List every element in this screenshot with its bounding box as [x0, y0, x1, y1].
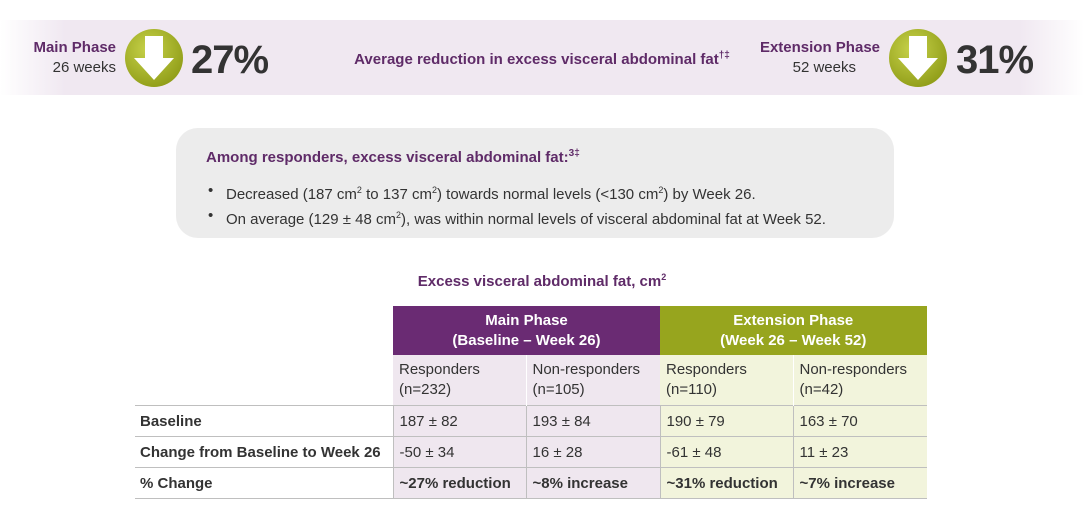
visceral-fat-table: Main Phase (Baseline – Week 26) Extensio… [135, 306, 927, 499]
column-header: Non-responders (n=105) [526, 355, 660, 406]
superscript: 2 [431, 185, 437, 195]
column-header-label: Responders [399, 361, 480, 378]
column-header: Responders (n=232) [393, 355, 527, 406]
table-cell: -61 ± 48 [659, 436, 793, 468]
column-header-n: (n=105) [532, 381, 585, 398]
column-header-label: Non-responders [532, 361, 641, 378]
table-corner [135, 355, 393, 406]
superscript: 2 [658, 185, 664, 195]
table-cell: ~8% increase [525, 467, 660, 499]
info-box-title-text: Among responders, excess visceral abdomi… [206, 149, 569, 166]
list-item: Decreased (187 cm2 to 137 cm2) towards n… [206, 180, 826, 205]
row-label: Change from Baseline to Week 26 [135, 436, 393, 468]
bullet-text: Decreased (187 cm [226, 186, 357, 203]
table-subheader-row: Responders (n=232) Non-responders (n=105) … [135, 355, 927, 406]
down-arrow-icon [125, 29, 183, 87]
main-phase-label: Main Phase 26 weeks [24, 38, 116, 78]
info-box-title: Among responders, excess visceral abdomi… [206, 148, 580, 166]
table-cell: -50 ± 34 [392, 436, 526, 468]
extension-phase-header: Extension Phase (Week 26 – Week 52) [660, 306, 927, 355]
average-reduction-footnote: †‡ [718, 50, 730, 61]
extension-phase-duration: 52 weeks [792, 59, 856, 76]
table-cell: ~31% reduction [659, 467, 793, 499]
table-cell: 163 ± 70 [792, 405, 927, 437]
main-phase-percent: 27% [191, 38, 269, 82]
bullet-text: to 137 cm [361, 186, 432, 203]
row-label: % Change [135, 467, 393, 499]
column-header-n: (n=232) [399, 381, 452, 398]
table-cell: ~7% increase [792, 467, 927, 499]
main-phase-header: Main Phase (Baseline – Week 26) [393, 306, 660, 355]
main-phase-header-line1: Main Phase [485, 311, 568, 329]
table-corner [135, 306, 393, 355]
table-cell: ~27% reduction [392, 467, 526, 499]
extension-phase-header-line1: Extension Phase [733, 311, 854, 329]
table-title-text: Excess visceral abdominal fat, cm [417, 273, 662, 290]
table-title-superscript: 2 [661, 272, 667, 282]
main-phase-header-line2: (Baseline – Week 26) [452, 331, 601, 349]
main-phase-duration: 26 weeks [52, 59, 116, 76]
bullet-text: ), was within normal levels of visceral … [401, 211, 826, 228]
extension-phase-header-line2: (Week 26 – Week 52) [720, 331, 867, 349]
table-cell: 16 ± 28 [525, 436, 660, 468]
table-cell: 193 ± 84 [525, 405, 660, 437]
extension-phase-percent: 31% [956, 38, 1034, 82]
bullet-text: On average (129 ± 48 cm [226, 211, 396, 228]
responders-info-box: Among responders, excess visceral abdomi… [176, 128, 894, 238]
list-item: On average (129 ± 48 cm2), was within no… [206, 205, 826, 230]
superscript: 2 [396, 210, 402, 220]
column-header-label: Non-responders [799, 361, 908, 378]
extension-phase-label: Extension Phase 52 weeks [750, 38, 880, 78]
column-header-n: (n=110) [666, 381, 718, 398]
down-arrow-icon [889, 29, 947, 87]
column-header-n: (n=42) [799, 381, 844, 398]
table-title: Excess visceral abdominal fat, cm2 [0, 272, 1084, 290]
average-reduction-label: Average reduction in excess visceral abd… [354, 51, 719, 68]
table-cell: 187 ± 82 [392, 405, 526, 437]
bullet-text: ) by Week 26. [663, 186, 756, 203]
superscript: 2 [356, 185, 362, 195]
info-bullet-list: Decreased (187 cm2 to 137 cm2) towards n… [206, 180, 826, 230]
main-phase-title: Main Phase [33, 39, 116, 56]
average-reduction-text: Average reduction in excess visceral abd… [0, 50, 1084, 68]
table-cell: 190 ± 79 [659, 405, 793, 437]
info-box-title-footnote: 3‡ [568, 148, 580, 159]
table-row: % Change ~27% reduction ~8% increase ~31… [135, 467, 927, 499]
column-header: Non-responders (n=42) [793, 355, 927, 406]
summary-banner: Main Phase 26 weeks 27% Average reductio… [0, 20, 1084, 95]
table-row: Baseline 187 ± 82 193 ± 84 190 ± 79 163 … [135, 405, 927, 437]
bullet-text: ) towards normal levels (<130 cm [436, 186, 659, 203]
table-cell: 11 ± 23 [792, 436, 927, 468]
extension-phase-title: Extension Phase [759, 39, 880, 56]
table-group-header-row: Main Phase (Baseline – Week 26) Extensio… [135, 306, 927, 355]
row-label: Baseline [135, 405, 393, 437]
table-row: Change from Baseline to Week 26 -50 ± 34… [135, 436, 927, 468]
column-header: Responders (n=110) [660, 355, 794, 406]
column-header-label: Responders [666, 361, 747, 378]
